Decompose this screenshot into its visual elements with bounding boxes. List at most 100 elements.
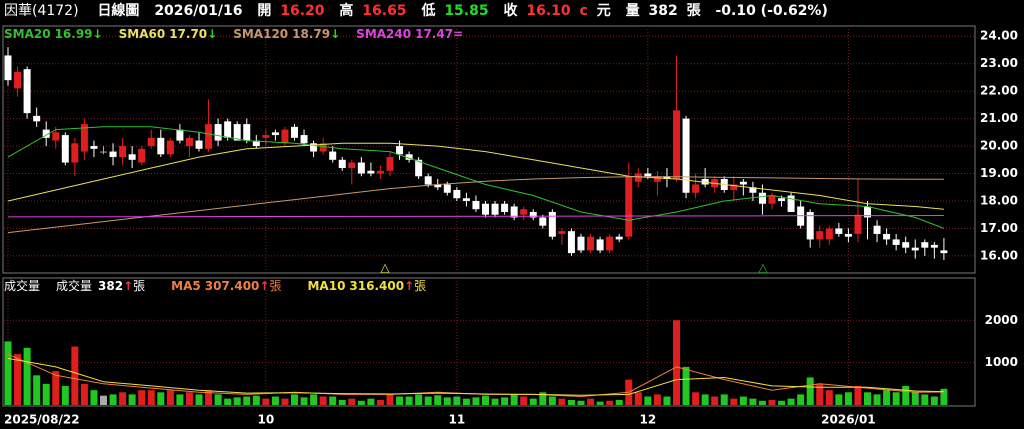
volume-bar <box>711 396 719 405</box>
volume-trend: ↑ <box>123 279 133 293</box>
candle-body <box>291 126 298 138</box>
volume-bar <box>529 398 537 405</box>
candle-body <box>434 184 442 188</box>
ma-line <box>7 215 944 218</box>
volume-bar <box>844 392 852 405</box>
legend-trend: = <box>453 27 463 41</box>
stock-name: 因華(4172) <box>4 3 79 19</box>
change: -0.10 (-0.62%) <box>715 3 827 19</box>
volume-bar <box>682 366 690 405</box>
volume-bar <box>548 396 556 405</box>
candle-body <box>491 203 499 215</box>
ma-line <box>7 357 944 396</box>
x-tick-label: 11 <box>448 413 465 427</box>
y-tick-label: 23.00 <box>980 56 1018 70</box>
date: 2026/01/16 <box>154 3 242 19</box>
volume-name: 成交量 <box>56 278 92 293</box>
volume-bar <box>587 398 595 405</box>
marker: △ <box>758 261 768 275</box>
candle-body <box>930 244 938 248</box>
volume-unit: 張 <box>687 3 702 19</box>
period: 日線圖 <box>97 2 139 19</box>
candle-body <box>281 129 289 144</box>
volume-bar <box>854 385 862 405</box>
volume-bar <box>892 392 900 405</box>
candle-body <box>873 225 881 234</box>
candle-body <box>415 159 423 177</box>
volume-bar <box>14 354 22 405</box>
y-tick-label: 18.00 <box>980 193 1018 207</box>
y-tick-label: 22.00 <box>980 84 1018 98</box>
candle-body <box>835 228 843 234</box>
candle-body <box>892 239 900 245</box>
volume-bar <box>205 390 213 405</box>
open: 16.20 <box>280 3 325 19</box>
volume-bar <box>71 346 79 405</box>
high: 16.65 <box>362 3 406 19</box>
volume-bar <box>606 400 614 405</box>
candle-body <box>376 170 384 174</box>
volume-bar <box>157 392 165 405</box>
volume-bar <box>424 396 432 405</box>
candle-body <box>157 137 165 155</box>
candle-body <box>625 176 633 237</box>
low: 15.85 <box>444 3 488 19</box>
volume-bar <box>520 396 528 405</box>
candle-body <box>902 242 910 248</box>
candle-body <box>529 211 537 218</box>
candle-body <box>443 184 451 193</box>
volume-bar <box>692 392 700 405</box>
candle-body <box>52 132 60 141</box>
volume-bar <box>310 394 318 405</box>
volume-bar <box>634 392 642 405</box>
candle-body <box>940 250 948 254</box>
volume-bar <box>262 398 270 405</box>
volume-bar <box>138 390 146 405</box>
y-tick-label: 19.00 <box>980 166 1018 180</box>
candle-body <box>806 211 814 240</box>
candle-body <box>224 121 232 138</box>
volume-bar <box>720 394 728 405</box>
candle-body <box>329 151 337 160</box>
volume-bar <box>376 399 384 405</box>
volume-bar <box>902 385 910 405</box>
candle-body <box>921 242 929 248</box>
volume-bar <box>329 396 337 405</box>
volume-bar <box>405 396 413 405</box>
close-label: 收 <box>503 2 518 19</box>
candle-body <box>768 195 776 204</box>
volume-bar <box>128 394 136 405</box>
volume-bar <box>663 396 671 405</box>
volume-bar <box>338 399 346 405</box>
close: 16.10 <box>526 3 571 19</box>
volume-bar <box>911 392 919 405</box>
candle-body <box>615 236 623 240</box>
y-tick-label: 21.00 <box>980 111 1018 125</box>
candle-body <box>644 173 652 177</box>
volume-bar <box>701 394 709 405</box>
candle-body <box>701 179 709 185</box>
candle-body <box>310 143 318 152</box>
x-tick-label: 2026/01 <box>821 413 875 427</box>
volume-bar <box>396 396 404 405</box>
candle-body <box>778 198 786 201</box>
candle-body <box>825 228 833 240</box>
candle-body <box>23 69 31 114</box>
ma-line <box>7 142 944 210</box>
volume-bar <box>778 400 786 405</box>
volume-bar <box>558 398 566 405</box>
volume: 382 <box>648 3 677 19</box>
volume-bar <box>33 375 41 405</box>
legend-unit: 張 <box>414 279 426 293</box>
y-tick-label: 16.00 <box>980 248 1018 262</box>
x-tick-label: 12 <box>639 413 656 427</box>
candle-body <box>539 217 547 226</box>
volume-bar <box>615 399 623 405</box>
candle-body <box>596 239 604 251</box>
legend-value: 18.79 <box>292 27 330 41</box>
volume-bar <box>300 397 308 405</box>
candle-body <box>4 55 12 81</box>
volume-bar <box>739 396 747 405</box>
candle-body <box>367 170 375 174</box>
